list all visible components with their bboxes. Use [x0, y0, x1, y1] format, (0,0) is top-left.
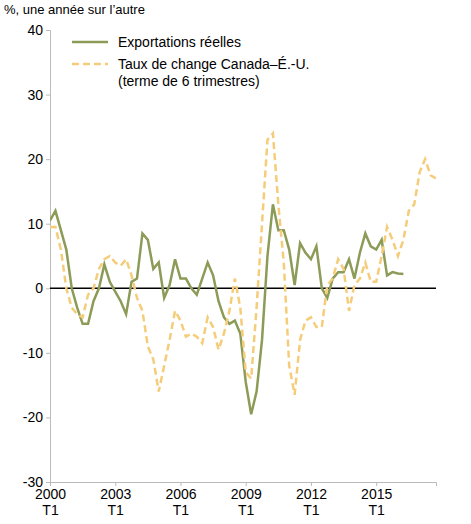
chart: %, une année sur l’autre-30-20-100102030… [0, 0, 471, 524]
y-tick-mark [46, 288, 50, 289]
x-tick-label: 2015T1 [361, 486, 392, 518]
legend-label: Exportations réelles [118, 34, 241, 50]
y-tick-mark [46, 30, 50, 31]
x-tick: 2009T1 [231, 482, 262, 518]
y-tick: -20 [23, 409, 50, 425]
y-axis-title: %, une année sur l’autre [4, 2, 145, 17]
x-tick-label: 2009T1 [231, 486, 262, 518]
y-tick: 10 [27, 216, 50, 232]
y-tick-mark [46, 159, 50, 160]
y-tick: 20 [27, 151, 50, 167]
y-tick-mark [46, 353, 50, 354]
x-tick: 2006T1 [165, 482, 196, 518]
x-tick-label: 2012T1 [296, 486, 327, 518]
x-tick-label: 2006T1 [165, 486, 196, 518]
legend: Exportations réelles Taux de change Canad… [72, 34, 309, 89]
y-tick-label: -20 [23, 409, 43, 425]
y-axis-line [46, 31, 51, 483]
y-tick-mark [46, 95, 50, 96]
zero-line [50, 288, 436, 290]
y-tick-mark [46, 224, 50, 225]
y-tick-label: 10 [27, 216, 43, 232]
y-tick: 0 [35, 280, 50, 296]
legend-swatch [72, 63, 108, 66]
x-tick: 2015T1 [361, 482, 392, 518]
x-axis: 2000T1 2003T1 2006T1 2009T1 2012T1 2015T1 [35, 482, 437, 518]
y-tick: 30 [27, 87, 50, 103]
y-tick-label: 0 [35, 280, 43, 296]
plot-area [50, 133, 436, 414]
x-tick: 2000T1 [35, 482, 66, 518]
series-line [50, 133, 436, 395]
y-tick: -10 [23, 345, 50, 361]
x-tick: 2012T1 [296, 482, 327, 518]
y-axis: -30-20-10010203040 [23, 22, 51, 490]
y-tick-label: 40 [27, 22, 43, 38]
legend-label: Taux de change Canada–É.-U.(terme de 6 t… [118, 56, 309, 89]
y-tick: 40 [27, 22, 50, 38]
legend-swatch [72, 41, 108, 44]
x-tick-label: 2000T1 [35, 486, 66, 518]
y-tick-mark [46, 482, 50, 483]
x-tick-label: 2003T1 [100, 486, 131, 518]
y-tick-label: -10 [23, 345, 43, 361]
y-tick-label: 30 [27, 87, 43, 103]
y-tick-label: 20 [27, 151, 43, 167]
x-tick: 2003T1 [100, 482, 131, 518]
y-tick-mark [46, 417, 50, 418]
